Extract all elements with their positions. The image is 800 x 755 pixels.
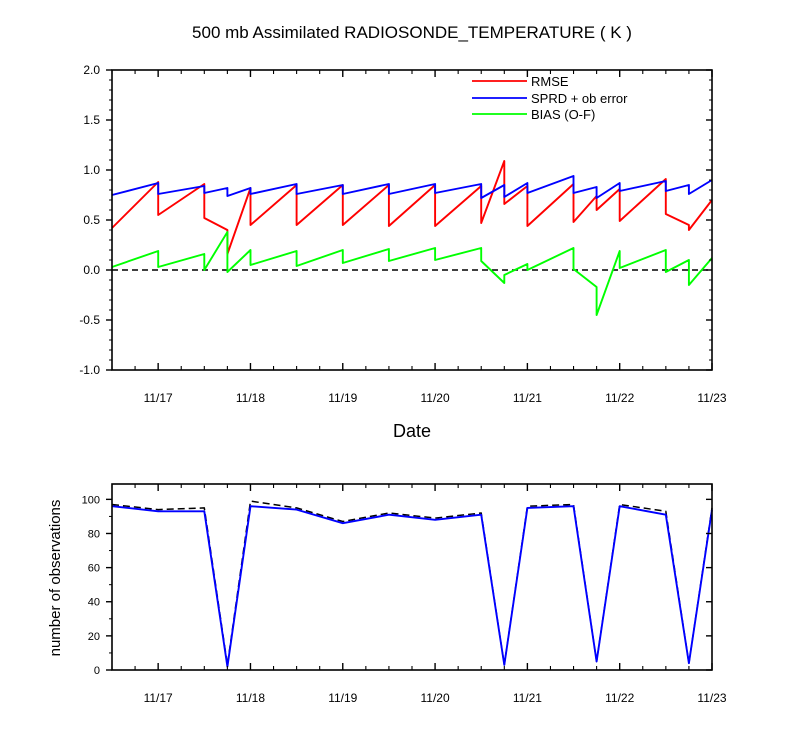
bottom-xtick-label: 11/23 — [697, 691, 726, 705]
bottom-xtick-label: 11/18 — [236, 691, 265, 705]
bottom-xtick-label: 11/21 — [513, 691, 542, 705]
top-ytick-label: 0.0 — [83, 263, 100, 277]
x-axis-label: Date — [393, 421, 431, 441]
top-ytick-label: 0.5 — [83, 213, 100, 227]
top-panel: 11/17 11/18 11/19 11/20 11/21 11/22 11/23 -1.0 -… — [79, 63, 727, 405]
bottom-ytick-label: 80 — [88, 528, 100, 540]
top-xtick-label: 11/21 — [513, 391, 542, 405]
bottom-ytick-label: 100 — [82, 494, 100, 506]
top-xtick-label: 11/20 — [421, 391, 450, 405]
top-series-bias-o-f — [111, 231, 713, 316]
top-series-sprd-ob-error — [111, 175, 713, 199]
chart-title: 500 mb Assimilated RADIOSONDE_TEMPERATUR… — [192, 23, 632, 42]
bottom-xtick-label: 11/17 — [144, 691, 173, 705]
top-ytick-label: 2.0 — [83, 63, 100, 77]
top-xtick-label: 11/22 — [605, 391, 634, 405]
top-ytick-label: 1.0 — [83, 163, 100, 177]
bottom-xtick-label: 11/20 — [421, 691, 450, 705]
bottom-panel: 11/17 11/18 11/19 11/20 11/21 11/22 11/23 0 20 40… — [82, 483, 727, 705]
top-xtick-label: 11/23 — [697, 391, 726, 405]
legend-label-sprd: SPRD + ob error — [531, 91, 628, 106]
top-xtick-label: 11/18 — [236, 391, 265, 405]
bottom-series-used — [111, 505, 713, 668]
bottom-ytick-label: 40 — [88, 597, 100, 609]
top-ytick-label: -1.0 — [79, 363, 100, 377]
bottom-xtick-label: 11/22 — [605, 691, 634, 705]
bottom-ytick-label: 20 — [88, 631, 100, 643]
top-series-rmse — [111, 160, 713, 255]
bottom-series-possible — [111, 500, 713, 666]
y-axis-label-observations: number of observations — [47, 500, 64, 657]
bottom-ytick-label: 0 — [94, 665, 100, 677]
top-ytick-label: 1.5 — [83, 113, 100, 127]
legend: RMSE SPRD + ob error BIAS (O-F) — [472, 74, 628, 122]
bottom-xtick-label: 11/19 — [328, 691, 357, 705]
top-xtick-label: 11/17 — [144, 391, 173, 405]
top-ytick-label: -0.5 — [79, 313, 100, 327]
top-xtick-label: 11/19 — [328, 391, 357, 405]
bottom-ytick-label: 60 — [88, 563, 100, 575]
legend-label-rmse: RMSE — [531, 74, 569, 89]
legend-label-bias: BIAS (O-F) — [531, 107, 595, 122]
